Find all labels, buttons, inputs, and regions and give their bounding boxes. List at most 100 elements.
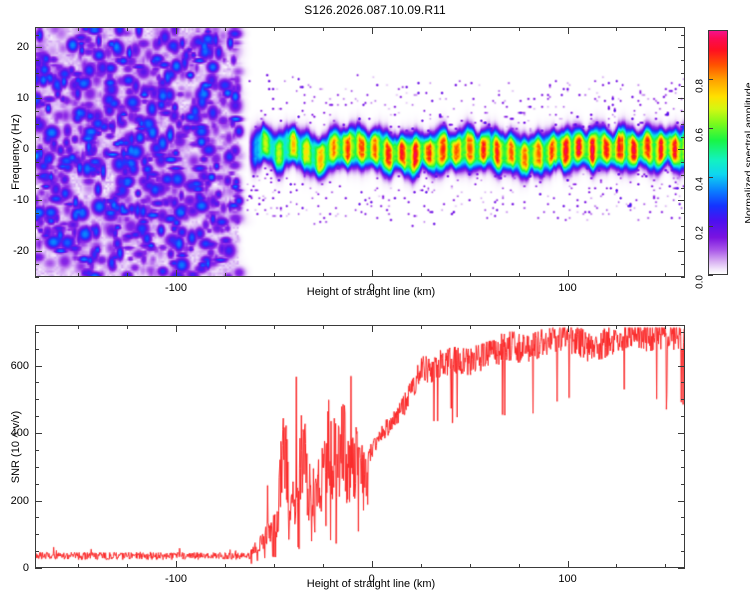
y-minor-tick: [681, 449, 685, 451]
y-tick-label: 0: [22, 143, 29, 156]
colorbar-tick: [708, 177, 713, 178]
y-minor-tick: [681, 60, 685, 62]
y-major-tick: [678, 98, 685, 100]
x-tick-label: 100: [558, 282, 577, 294]
x-minor-tick: [616, 27, 618, 31]
x-major-tick: [175, 270, 177, 277]
x-minor-tick: [127, 27, 129, 31]
figure-title: S126.2026.087.10.09.R11: [304, 3, 446, 17]
colorbar-gradient: [709, 31, 727, 274]
y-major-tick: [35, 98, 42, 100]
y-minor-tick: [35, 111, 39, 113]
x-minor-tick: [224, 564, 226, 568]
x-minor-tick: [518, 325, 520, 329]
x-minor-tick: [127, 325, 129, 329]
x-major-tick: [371, 325, 373, 332]
y-minor-tick: [35, 399, 39, 401]
y-minor-tick: [35, 187, 39, 189]
snr-panel: [35, 325, 685, 568]
x-minor-tick: [322, 27, 324, 31]
y-minor-tick: [681, 416, 685, 418]
x-minor-tick: [78, 564, 80, 568]
snr-y-axis-title: SNR (10 ˄ v/v): [10, 410, 22, 484]
y-minor-tick: [681, 238, 685, 240]
y-minor-tick: [681, 399, 685, 401]
y-major-tick: [678, 500, 685, 502]
y-minor-tick: [35, 416, 39, 418]
y-tick-label: 600: [10, 359, 29, 372]
x-minor-tick: [127, 564, 129, 568]
colorbar-tick: [708, 226, 713, 227]
x-minor-tick: [518, 27, 520, 31]
y-minor-tick: [35, 60, 39, 62]
y-tick-label: -10: [13, 194, 29, 207]
y-minor-tick: [681, 551, 685, 553]
y-minor-tick: [35, 85, 39, 87]
x-minor-tick: [322, 325, 324, 329]
x-minor-tick: [420, 273, 422, 277]
x-minor-tick: [273, 564, 275, 568]
spectrogram-x-axis-title: Height of straight line (km): [306, 286, 436, 298]
x-major-tick: [567, 27, 569, 34]
y-minor-tick: [681, 225, 685, 227]
x-minor-tick: [665, 27, 667, 31]
x-major-tick: [567, 325, 569, 332]
x-minor-tick: [420, 564, 422, 568]
y-major-tick: [35, 200, 42, 202]
x-major-tick: [371, 27, 373, 34]
y-minor-tick: [35, 72, 39, 74]
y-minor-tick: [681, 382, 685, 384]
x-tick-label: 0: [368, 282, 375, 294]
x-minor-tick: [273, 27, 275, 31]
y-minor-tick: [35, 162, 39, 164]
y-minor-tick: [681, 534, 685, 536]
y-minor-tick: [681, 213, 685, 215]
y-minor-tick: [681, 348, 685, 350]
snr-x-axis-title: Height of straight line (km): [306, 578, 436, 590]
y-minor-tick: [35, 382, 39, 384]
x-minor-tick: [469, 273, 471, 277]
y-major-tick: [35, 149, 42, 151]
y-tick-label: 200: [10, 494, 29, 507]
colorbar-tick-label: 0.8: [694, 79, 706, 93]
y-minor-tick: [681, 85, 685, 87]
y-minor-tick: [35, 123, 39, 125]
y-major-tick: [35, 500, 42, 502]
x-minor-tick: [665, 325, 667, 329]
colorbar-title-wrap: Normalized spectral amplitude: [731, 30, 750, 275]
y-minor-tick: [681, 466, 685, 468]
x-minor-tick: [78, 273, 80, 277]
y-major-tick: [35, 251, 42, 253]
y-minor-tick: [681, 483, 685, 485]
x-major-tick: [371, 270, 373, 277]
y-tick-label: 10: [16, 92, 29, 105]
colorbar-tick-label: 0.2: [694, 226, 706, 240]
y-minor-tick: [35, 136, 39, 138]
y-major-tick: [678, 149, 685, 151]
y-major-tick: [678, 200, 685, 202]
y-minor-tick: [681, 34, 685, 36]
x-minor-tick: [665, 273, 667, 277]
y-minor-tick: [681, 187, 685, 189]
x-minor-tick: [665, 564, 667, 568]
y-minor-tick: [35, 449, 39, 451]
y-minor-tick: [35, 225, 39, 227]
y-major-tick: [678, 251, 685, 253]
y-minor-tick: [35, 277, 39, 278]
y-minor-tick: [35, 517, 39, 519]
y-minor-tick: [681, 264, 685, 266]
y-minor-tick: [35, 466, 39, 468]
x-minor-tick: [469, 27, 471, 31]
y-minor-tick: [681, 111, 685, 113]
y-major-tick: [678, 568, 685, 569]
y-tick-label: 20: [16, 41, 29, 54]
x-minor-tick: [469, 325, 471, 329]
x-major-tick: [175, 561, 177, 568]
y-minor-tick: [681, 162, 685, 164]
y-minor-tick: [681, 123, 685, 125]
x-major-tick: [371, 561, 373, 568]
y-minor-tick: [35, 264, 39, 266]
y-tick-label: 400: [10, 427, 29, 439]
colorbar-tick: [708, 128, 713, 129]
